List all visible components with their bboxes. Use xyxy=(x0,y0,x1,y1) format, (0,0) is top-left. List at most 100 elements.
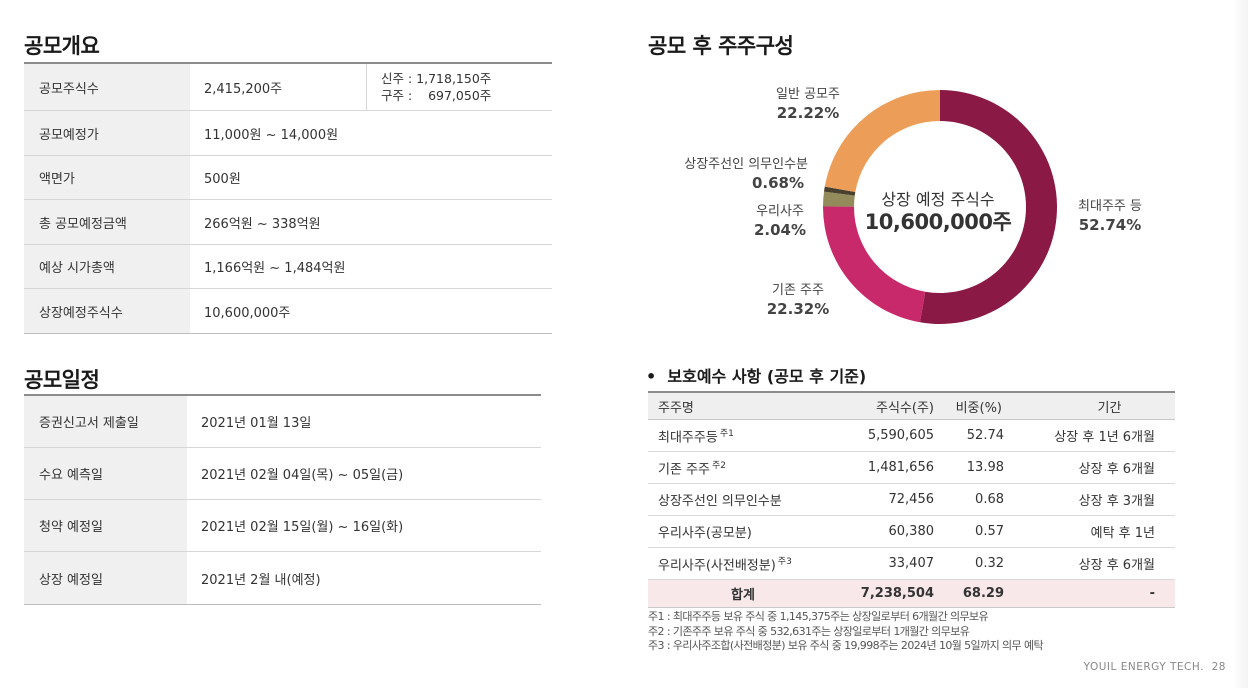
shareholder-donut-chart xyxy=(820,87,1060,327)
footnotes: 주1 : 최대주주등 보유 주식 중 1,145,375주는 상장일로부터 6개… xyxy=(648,610,1044,654)
col-header-shares: 주식수(주) xyxy=(876,400,934,416)
slice-label-existing: 기존 주주 22.32% xyxy=(744,282,852,318)
table-row: 우리사주(사전배정분) 주3 33,407 0.32 상장 후 6개월 xyxy=(648,548,1175,580)
row-label: 상장예정주식수 xyxy=(24,289,190,333)
row-value: 266억원 ~ 338억원 xyxy=(204,216,321,232)
cell-name: 우리사주(사전배정분) 주3 xyxy=(648,554,838,573)
table-row: 최대주주등 주1 5,590,605 52.74 상장 후 1년 6개월 xyxy=(648,420,1175,452)
cell-period: 상장 후 6개월 xyxy=(1078,462,1155,477)
table-row: 공모예정가 11,000원 ~ 14,000원 xyxy=(24,111,552,156)
page-number: 28 xyxy=(1211,661,1226,673)
new-shares: 신주 : 1,718,150주 xyxy=(381,71,492,86)
slice-name: 상장주선인 의무인수분 xyxy=(684,157,808,172)
slice-label-underwriter: 상장주선인 의무인수분 0.68% xyxy=(660,156,816,192)
donut-svg xyxy=(823,90,1057,324)
offering-title: 공모개요 xyxy=(24,34,100,58)
cell-shares: 1,481,656 xyxy=(867,460,934,475)
page-edge-strip xyxy=(1232,0,1248,688)
lockup-title-text: 보호예수 사항 (공모 후 기준) xyxy=(667,367,867,386)
schedule-table: 증권신고서 제출일 2021년 01월 13일 수요 예측일 2021년 02월… xyxy=(24,394,541,605)
row-label: 청약 예정일 xyxy=(24,500,187,551)
cell-total-shares: 7,238,504 xyxy=(860,586,934,601)
table-row: 상장 예정일 2021년 2월 내(예정) xyxy=(24,552,541,604)
row-label: 상장 예정일 xyxy=(24,552,187,604)
slice-percent: 0.68% xyxy=(751,174,804,192)
table-row: 액면가 500원 xyxy=(24,156,552,200)
cell-ratio: 0.32 xyxy=(975,556,1004,571)
row-label: 증권신고서 제출일 xyxy=(24,396,187,447)
cell-period: 상장 후 1년 6개월 xyxy=(1054,430,1155,445)
table-row: 청약 예정일 2021년 02월 15일(월) ~ 16일(화) xyxy=(24,500,541,552)
offering-table: 공모주식수 2,415,200주 신주 : 1,718,150주 구주 : 69… xyxy=(24,62,552,334)
slice-label-public: 일반 공모주 22.22% xyxy=(758,86,858,122)
cell-total-ratio: 68.29 xyxy=(962,586,1004,601)
table-total-row: 합계 7,238,504 68.29 - xyxy=(648,580,1175,608)
cell-name: 기존 주주 주2 xyxy=(648,458,838,477)
footnote-mark: 주2 xyxy=(711,460,726,471)
col-header-name: 주주명 xyxy=(658,400,694,416)
company-name: YOUIL ENERGY TECH. xyxy=(1083,661,1204,673)
table-row: 수요 예측일 2021년 02월 04일(목) ~ 05일(금) xyxy=(24,448,541,500)
slice-label-esop: 우리사주 2.04% xyxy=(740,203,820,239)
row-value: 1,166억원 ~ 1,484억원 xyxy=(204,261,346,276)
lockup-table: 주주명 주식수(주) 비중(%) 기간 최대주주등 주1 5,590,605 52… xyxy=(648,391,1175,608)
page-footer: YOUIL ENERGY TECH. 28 xyxy=(1084,661,1226,673)
slice-percent: 22.22% xyxy=(776,104,840,122)
cell-ratio: 0.68 xyxy=(975,492,1004,507)
row-value: 2021년 02월 04일(목) ~ 05일(금) xyxy=(201,468,404,483)
cell-shares: 33,407 xyxy=(888,556,935,571)
shareholders-title: 공모 후 주주구성 xyxy=(648,34,794,58)
row-label: 액면가 xyxy=(24,156,190,199)
donut-slice-1 xyxy=(823,206,926,323)
cell-shares: 60,380 xyxy=(888,524,935,539)
row-value: 500원 xyxy=(204,172,241,187)
old-shares: 구주 : 697,050주 xyxy=(381,88,492,103)
cell-shares: 72,456 xyxy=(888,492,935,507)
table-row: 우리사주(공모분) 60,380 0.57 예탁 후 1년 xyxy=(648,516,1175,548)
holder-name: 기존 주주 xyxy=(658,462,710,478)
cell-ratio: 13.98 xyxy=(966,460,1004,475)
table-row: 예상 시가총액 1,166억원 ~ 1,484억원 xyxy=(24,245,552,289)
slice-name: 최대주주 등 xyxy=(1078,199,1142,214)
table-row: 총 공모예정금액 266억원 ~ 338억원 xyxy=(24,200,552,245)
row-value: 10,600,000주 xyxy=(204,305,291,321)
donut-slice-0 xyxy=(919,90,1057,324)
donut-slice-2 xyxy=(823,191,855,207)
footnote-mark: 주1 xyxy=(719,428,734,439)
footnote-2: 주2 : 기존주주 보유 주식 중 532,631주는 상장일로부터 1개월간 … xyxy=(648,624,970,638)
donut-center-label: 상장 예정 주식수 xyxy=(881,190,995,209)
bullet: • xyxy=(646,367,668,386)
cell-name: 최대주주등 주1 xyxy=(648,426,838,445)
row-label: 공모주식수 xyxy=(24,64,190,110)
cell-ratio: 0.57 xyxy=(975,524,1004,539)
table-header: 주주명 주식수(주) 비중(%) 기간 xyxy=(648,393,1175,420)
cell-period: 상장 후 6개월 xyxy=(1078,558,1155,573)
row-value: 11,000원 ~ 14,000원 xyxy=(204,127,339,143)
holder-name: 최대주주등 xyxy=(658,430,718,446)
cell-name: 상장주선인 의무인수분 xyxy=(658,494,782,509)
slice-percent: 22.32% xyxy=(766,300,830,318)
row-value: 2021년 01월 13일 xyxy=(201,416,312,431)
donut-center-value: 10,600,000주 xyxy=(864,210,1012,234)
footnote-1: 주1 : 최대주주등 보유 주식 중 1,145,375주는 상장일로부터 6개… xyxy=(648,610,989,623)
slice-name: 기존 주주 xyxy=(772,283,824,298)
row-label: 예상 시가총액 xyxy=(24,245,190,288)
row-label: 수요 예측일 xyxy=(24,448,187,499)
footnote-3: 주3 : 우리사주조합(사전배정분) 보유 주식 중 19,998주는 2024… xyxy=(648,639,1044,652)
table-row: 상장예정주식수 10,600,000주 xyxy=(24,289,552,333)
table-row: 상장주선인 의무인수분 72,456 0.68 상장 후 3개월 xyxy=(648,484,1175,516)
cell-shares: 5,590,605 xyxy=(867,428,934,443)
row-label: 총 공모예정금액 xyxy=(24,200,190,244)
cell-ratio: 52.74 xyxy=(966,428,1004,443)
donut-slice-4 xyxy=(824,90,940,193)
holder-name: 우리사주(사전배정분) xyxy=(658,558,776,574)
row-value: 2,415,200주 xyxy=(204,81,283,97)
slice-name: 일반 공모주 xyxy=(776,87,840,102)
donut-slice-3 xyxy=(824,186,856,196)
cell-period: 상장 후 3개월 xyxy=(1078,494,1155,509)
table-row: 공모주식수 2,415,200주 신주 : 1,718,150주 구주 : 69… xyxy=(24,64,552,111)
cell-total-label: 합계 xyxy=(731,588,755,603)
slice-percent: 52.74% xyxy=(1078,216,1142,234)
table-row: 증권신고서 제출일 2021년 01월 13일 xyxy=(24,396,541,448)
col-header-period: 기간 xyxy=(1097,400,1122,416)
